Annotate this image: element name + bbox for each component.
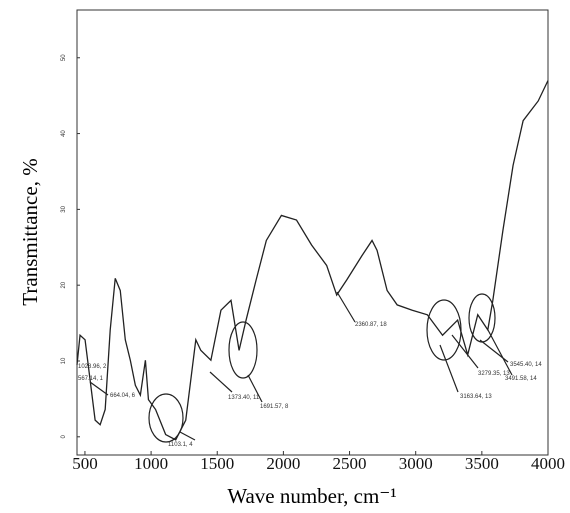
annotation-ellipses (89, 291, 513, 443)
annotation: 3163.64, 13 (460, 394, 492, 400)
y-tick-label: 20 (61, 281, 67, 288)
x-tick-label: 1500 (200, 454, 234, 473)
x-tick-label: 4000 (531, 454, 565, 473)
x-tick-label: 3500 (465, 454, 499, 473)
x-tick-label: 3000 (399, 454, 433, 473)
y-tick-label: 30 (61, 205, 67, 212)
annotation: 2360.87, 18 (355, 322, 387, 328)
plot-frame (76, 9, 549, 456)
y-axis-label: Transmittance, % (18, 158, 42, 305)
y-tick-label: 40 (61, 130, 67, 137)
x-tick-label: 2500 (333, 454, 367, 473)
annotation: 664.04, 6 (110, 393, 136, 399)
y-tick-label: 50 (61, 54, 67, 61)
y-tick-label: 10 (61, 357, 67, 364)
y-tick-label: 0 (61, 434, 67, 438)
x-axis-label: Wave number, cm⁻¹ (227, 484, 396, 508)
annotation: 3279.35, 13 (478, 371, 510, 377)
annotation: 567.14, 1 (78, 376, 104, 382)
annotation: 3545.40, 14 (510, 362, 542, 368)
spectrum-line (76, 80, 549, 441)
annotation: 1028.96, 2 (78, 364, 107, 370)
x-tick-label: 500 (72, 454, 98, 473)
annotation: 1103.1, 4 (168, 442, 193, 448)
x-tick-label: 1000 (134, 454, 168, 473)
annotation: 1373.40, 11 (228, 395, 260, 401)
annotation: 1691.57, 8 (260, 404, 289, 410)
annotation: 3491.58, 14 (505, 376, 537, 382)
x-tick-label: 2000 (266, 454, 300, 473)
